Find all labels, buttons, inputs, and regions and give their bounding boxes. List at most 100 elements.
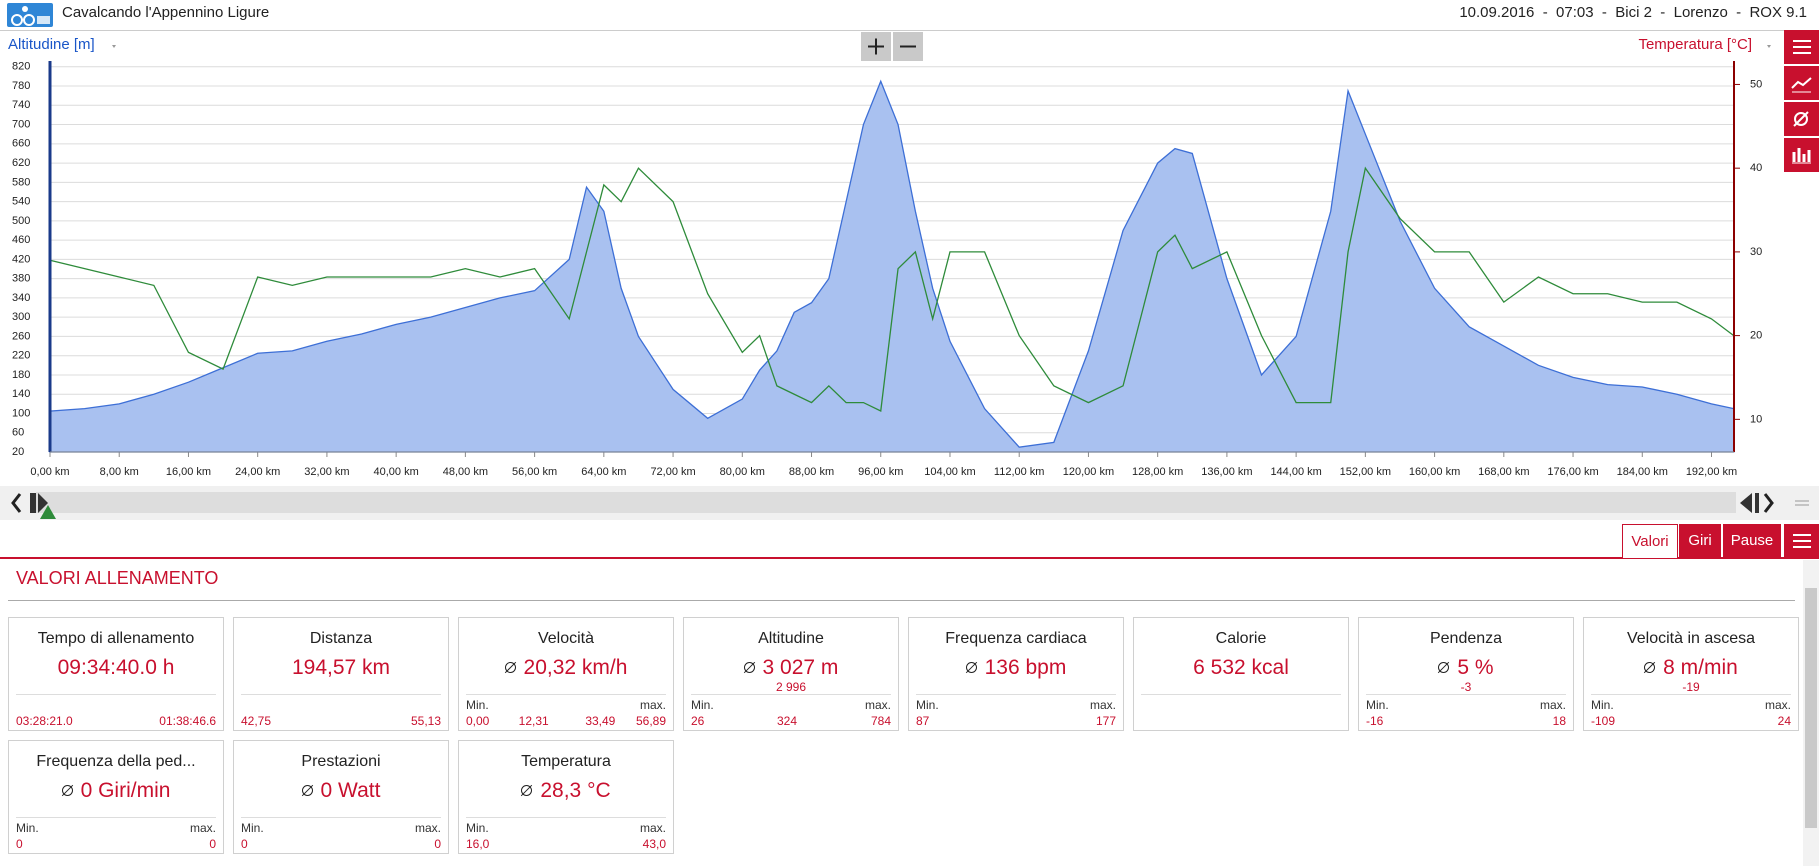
stat-value: 324 <box>777 714 798 728</box>
value-text: 5 % <box>1457 656 1494 679</box>
stat-value: 784 <box>870 714 891 728</box>
y2-tick-label: 40 <box>1750 162 1762 174</box>
stat-label: max. <box>414 821 441 835</box>
x-tick-label: 48,00 km <box>443 466 488 478</box>
tile-value: 194,57 km <box>234 656 448 680</box>
y-tick-label: 540 <box>12 196 30 208</box>
y2-tick-label: 30 <box>1750 246 1762 258</box>
value-text: 20,32 km/h <box>523 656 628 679</box>
tile-divider <box>241 817 441 818</box>
stat-label: max. <box>864 698 891 712</box>
y-tick-label: 380 <box>12 273 30 285</box>
x-tick-label: 64,00 km <box>581 466 626 478</box>
y-tick-label: 420 <box>12 253 30 265</box>
header-bar <box>0 0 1819 31</box>
stat-value: 43,0 <box>642 837 666 851</box>
histogram-button[interactable] <box>1784 138 1819 172</box>
y-tick-label: 220 <box>12 350 30 362</box>
chart-button[interactable] <box>1784 66 1819 100</box>
range-slider[interactable] <box>0 486 1819 520</box>
section-rule <box>8 600 1795 601</box>
stat-label: max. <box>189 821 216 835</box>
value-text: 3 027 m <box>762 656 839 679</box>
x-tick-label: 0,00 km <box>30 466 69 478</box>
tile-title: Distanza <box>309 630 373 647</box>
dropdown-caret[interactable] <box>1767 45 1771 48</box>
zoom-in[interactable] <box>861 32 891 61</box>
y-tick-label: 620 <box>12 157 30 169</box>
tile-value: 136 bpm <box>909 656 1123 680</box>
tile-divider <box>916 694 1116 695</box>
avg-icon <box>1644 662 1656 673</box>
x-tick-label: 32,00 km <box>304 466 349 478</box>
y-tick-label: 260 <box>12 330 30 342</box>
average-button[interactable] <box>1784 102 1819 136</box>
tile-divider <box>16 817 216 818</box>
stat-value: 03:28:21.0 <box>16 714 73 728</box>
avg-icon <box>1438 662 1450 673</box>
value-text: 6 532 kcal <box>1193 656 1289 679</box>
stat-tile: Pendenza 5 % -3 Min. -16 max. 18 <box>1358 617 1574 731</box>
y-tick-label: 820 <box>12 61 30 73</box>
stat-tile: Velocità 20,32 km/h Min. 0,00 12,31 33,49 max.… <box>458 617 674 731</box>
stat-label: Min. <box>1591 698 1614 712</box>
x-tick-label: 160,00 km <box>1409 466 1460 478</box>
chart: Altitudine [m] Temperatura [°C] 20 60 100 1… <box>8 32 1771 478</box>
tile-title: Calorie <box>1215 630 1267 647</box>
tile-sub-value: -19 <box>1682 680 1700 694</box>
y-tick-label: 60 <box>12 427 24 439</box>
tile-title: Velocità <box>537 630 595 647</box>
value-text: 194,57 km <box>291 656 391 679</box>
stat-value: 0,00 <box>466 714 490 728</box>
tile-value: 3 027 m <box>684 656 898 680</box>
stat-value: 01:38:46.6 <box>159 714 216 728</box>
tile-value: 6 532 kcal <box>1134 656 1348 680</box>
x-tick-label: 96,00 km <box>858 466 903 478</box>
tab[interactable]: Pause <box>1723 524 1781 558</box>
stat-value: 0 <box>16 837 23 851</box>
tile-value: 0 Giri/min <box>9 779 223 803</box>
zoom-out[interactable] <box>893 32 923 61</box>
value-text: 0 Giri/min <box>80 779 171 802</box>
tab[interactable]: Valori <box>1622 524 1678 558</box>
avg-icon <box>301 785 313 796</box>
tile-title: Velocità in ascesa <box>1626 630 1756 647</box>
y2-tick-label: 20 <box>1750 330 1762 342</box>
y-tick-label: 140 <box>12 388 30 400</box>
tile-divider <box>466 817 666 818</box>
menu-button[interactable] <box>1784 524 1819 558</box>
tile-value: 20,32 km/h <box>459 656 673 680</box>
stat-label: Min. <box>466 698 489 712</box>
tile-title: Frequenza cardiaca <box>945 630 1087 647</box>
tile-value: 0 Watt <box>234 779 448 803</box>
y-tick-label: 700 <box>12 118 30 130</box>
stat-value: 42,75 <box>241 714 272 728</box>
y-tick-label: 20 <box>12 446 24 458</box>
tab[interactable]: Giri <box>1679 524 1721 558</box>
value-text: 0 Watt <box>320 779 381 802</box>
stat-value: 24 <box>1777 714 1791 728</box>
tile-value: 09:34:40.0 h <box>9 656 223 680</box>
stat-value: 12,31 <box>518 714 549 728</box>
stat-value: 56,89 <box>635 714 666 728</box>
dropdown-caret[interactable] <box>112 45 116 48</box>
stat-tile: Frequenza della ped... 0 Giri/min Min. 0 max… <box>8 740 224 854</box>
y-tick-label: 180 <box>12 369 30 381</box>
activity-info: 10.09.2016 - 07:03 - Bici 2 - Lorenzo - … <box>1459 4 1807 21</box>
x-tick-label: 120,00 km <box>1063 466 1114 478</box>
list-button[interactable] <box>1784 30 1819 64</box>
x-tick-label: 136,00 km <box>1201 466 1252 478</box>
stat-value: 26 <box>691 714 705 728</box>
stat-tile: Temperatura 28,3 °C Min. 16,0 max. 43,0 <box>458 740 674 854</box>
tab-rule <box>0 557 1819 559</box>
tile-divider <box>1591 694 1791 695</box>
x-tick-label: 176,00 km <box>1547 466 1598 478</box>
scrollbar[interactable] <box>1803 560 1819 866</box>
y2-axis-label: Temperatura [°C] <box>1638 36 1752 53</box>
tile-value: 28,3 °C <box>459 779 673 803</box>
stat-label: Min. <box>1366 698 1389 712</box>
y-tick-label: 100 <box>12 407 30 419</box>
x-tick-label: 80,00 km <box>720 466 765 478</box>
tile-title: Altitudine <box>758 630 824 647</box>
